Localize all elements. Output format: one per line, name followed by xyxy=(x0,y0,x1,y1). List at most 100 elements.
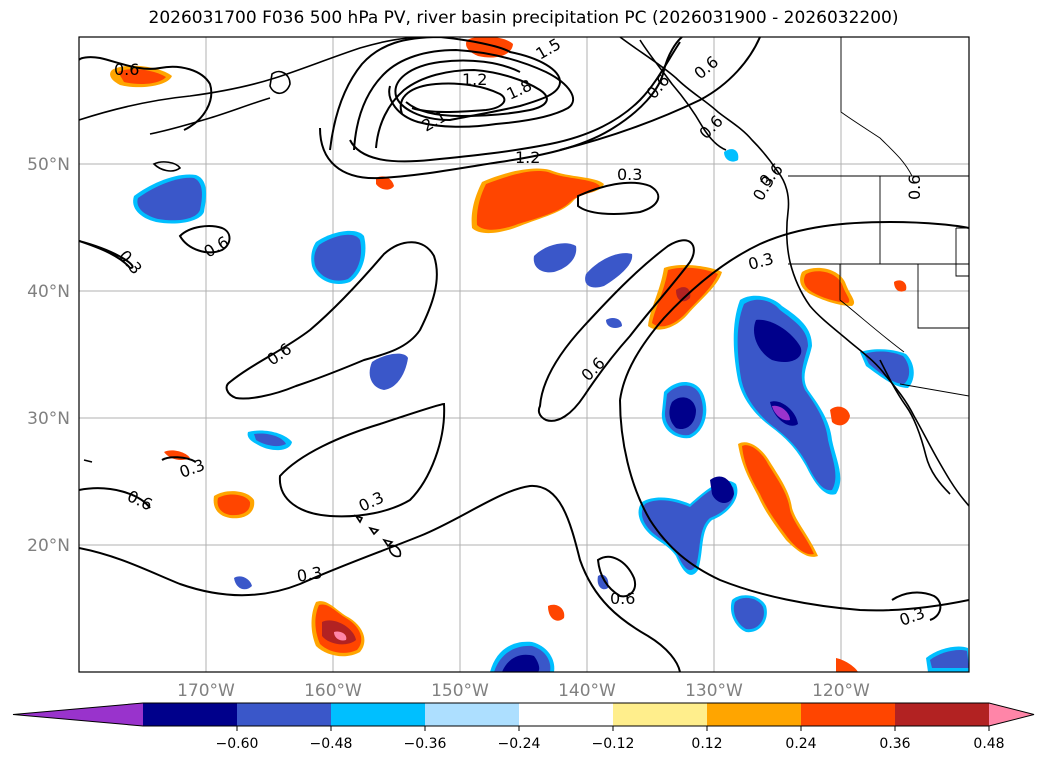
lon-axis-labels: 170°W 160°W 150°W 140°W 130°W 120°W xyxy=(177,681,870,701)
precip-negative-area xyxy=(502,654,540,672)
political-borders xyxy=(788,37,969,397)
pv-contours xyxy=(79,37,969,672)
coastline-island xyxy=(83,459,93,463)
colorbar-tick-label: −0.60 xyxy=(216,736,259,752)
lat-label-40: 40°N xyxy=(27,282,70,302)
contour-label: 1.2 xyxy=(462,70,487,89)
precip-negative-area xyxy=(533,243,577,273)
pv-contour xyxy=(577,181,660,215)
map-frame xyxy=(78,36,970,673)
colorbar-tick-label: 0.36 xyxy=(879,736,910,752)
precip-negative-area xyxy=(724,149,739,162)
precip-negative-area xyxy=(234,576,252,590)
lon-label-170: 170°W xyxy=(177,681,235,701)
precip-negative-area xyxy=(772,405,790,421)
map-background xyxy=(79,37,969,672)
border-state xyxy=(917,264,969,329)
pv-contour xyxy=(79,240,134,270)
precip-positive-area xyxy=(217,494,251,516)
colorbar-segment xyxy=(613,703,708,726)
colorbar-tick-label: −0.24 xyxy=(498,736,541,752)
precip-positive-area xyxy=(476,171,600,230)
precip-positive-area xyxy=(118,69,166,85)
precip-positive-area xyxy=(804,271,850,303)
lat-label-20: 20°N xyxy=(27,536,70,556)
precip-negative-area xyxy=(254,433,286,447)
precip-negative-area xyxy=(669,397,696,430)
precip-positive-area xyxy=(742,445,814,555)
contour-label: 0.3 xyxy=(617,165,642,184)
precip-negative-area xyxy=(710,476,734,504)
pv-contour xyxy=(161,456,197,463)
pv-contour xyxy=(891,591,942,621)
colorbar-segment xyxy=(237,703,332,726)
lon-label-140: 140°W xyxy=(558,681,616,701)
border-state xyxy=(839,264,905,353)
pv-contour xyxy=(399,82,506,115)
contour-label: 0.3 xyxy=(295,563,323,586)
coastline-maui xyxy=(382,538,394,548)
precip-negative-area xyxy=(597,574,609,590)
pv-contour xyxy=(278,402,446,518)
coastline-island xyxy=(269,70,291,95)
pv-contour xyxy=(329,37,562,151)
contour-label: 0.6 xyxy=(610,589,635,608)
colorbar-segment xyxy=(143,703,238,726)
pv-contour xyxy=(349,41,681,163)
precip-negative-area xyxy=(137,177,202,221)
coastline-island xyxy=(152,161,182,172)
precip-shading xyxy=(110,37,969,672)
precip-positive-area xyxy=(894,280,907,292)
coastline-aleutian-arc xyxy=(149,97,271,135)
precip-positive-area xyxy=(548,604,565,621)
pv-contour xyxy=(596,555,636,598)
coastline-baja xyxy=(879,359,951,495)
colorbar xyxy=(12,702,1035,727)
pv-contour xyxy=(79,487,151,509)
precip-negative-area xyxy=(641,484,735,571)
colorbar-tick-label: 0.24 xyxy=(785,736,816,752)
pv-contour xyxy=(537,239,695,422)
pv-contour xyxy=(79,56,213,131)
precip-positive-area xyxy=(830,406,850,426)
coastline-kauai xyxy=(354,514,364,524)
precip-negative-area xyxy=(606,318,622,328)
colorbar-extend-low xyxy=(13,703,143,726)
colorbar-segment xyxy=(895,703,990,726)
contour-label: 0.6 xyxy=(114,60,139,79)
pv-contour xyxy=(353,48,574,151)
precip-negative-area xyxy=(585,253,633,288)
colorbar-segment xyxy=(519,703,614,726)
colorbar-extend-high xyxy=(989,703,1034,726)
pv-contour xyxy=(375,68,548,149)
pv-contour xyxy=(79,484,681,672)
lat-label-50: 50°N xyxy=(27,155,70,175)
colorbar-segment xyxy=(801,703,896,726)
lat-axis-labels: 50°N 40°N 30°N 20°N xyxy=(27,155,70,556)
colorbar-tick-label: −0.48 xyxy=(310,736,353,752)
precip-negative-area xyxy=(314,234,362,281)
precip-negative-area xyxy=(733,597,764,630)
pv-contour xyxy=(619,220,969,401)
pv-contour xyxy=(319,37,683,180)
colorbar-tick-label: −0.12 xyxy=(592,736,635,752)
colorbar-outline xyxy=(12,702,1035,727)
precip-negative-area xyxy=(369,353,408,390)
colorbar-ticks: −0.60 −0.48 −0.36 −0.24 −0.12 0.12 0.24 0.36 0.4… xyxy=(216,726,1005,752)
pv-contour xyxy=(225,241,438,400)
map-title: 2026031700 F036 500 hPa PV, river basin … xyxy=(148,8,899,28)
precip-positive-area xyxy=(376,176,394,190)
colorbar-tick-label: 0.12 xyxy=(691,736,722,752)
lon-label-120: 120°W xyxy=(812,681,870,701)
coastline-oahu xyxy=(368,526,380,536)
lon-label-160: 160°W xyxy=(304,681,362,701)
contour-label: 1.2 xyxy=(515,148,540,167)
colorbar-segment xyxy=(707,703,802,726)
precip-positive-area xyxy=(334,631,347,641)
lon-label-130: 130°W xyxy=(685,681,743,701)
precip-positive-area xyxy=(836,658,858,672)
pv-contour xyxy=(619,399,969,612)
pv-contour xyxy=(559,37,761,151)
contour-label: 0.6 xyxy=(905,175,924,200)
